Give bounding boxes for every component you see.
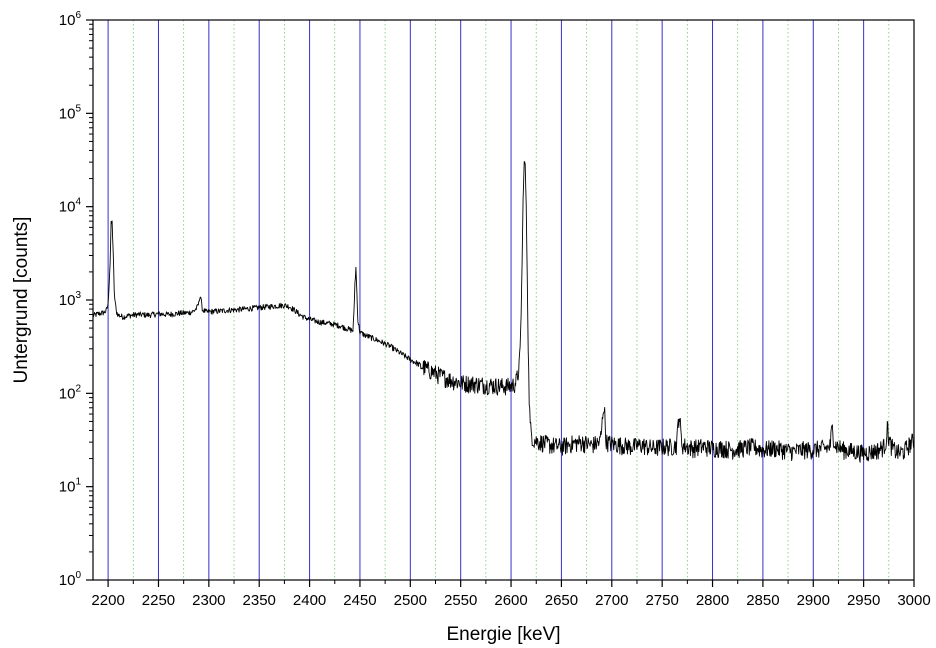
x-axis-title: Energie [keV] (446, 624, 560, 645)
x-tick-label: 2200 (91, 592, 124, 609)
x-tick-label: 2800 (696, 592, 729, 609)
x-tick-label: 2850 (746, 592, 779, 609)
y-tick-base: 10 (59, 385, 76, 402)
x-tick-label: 2750 (645, 592, 678, 609)
x-axis-ticks (107, 580, 915, 587)
y-tick-label: 100 (59, 570, 82, 589)
x-tick-label: 3000 (897, 592, 930, 609)
minor-gridlines (132, 20, 890, 580)
y-tick-label: 103 (59, 290, 82, 309)
y-tick-base: 10 (59, 105, 76, 122)
y-tick-base: 10 (59, 12, 76, 29)
x-tick-label: 2250 (142, 592, 175, 609)
x-tick-label: 2400 (293, 592, 326, 609)
x-tick-label: 2900 (797, 592, 830, 609)
y-tick-exponent: 4 (75, 197, 81, 208)
x-tick-label: 2550 (444, 592, 477, 609)
y-tick-exponent: 6 (75, 10, 81, 21)
x-tick-label: 2950 (847, 592, 880, 609)
y-tick-label: 104 (59, 197, 82, 216)
y-tick-base: 10 (59, 199, 76, 216)
y-tick-exponent: 2 (75, 383, 81, 394)
x-tick-label: 2500 (394, 592, 427, 609)
x-tick-label: 2700 (595, 592, 628, 609)
y-tick-base: 10 (59, 479, 76, 496)
y-tick-base: 10 (59, 572, 76, 589)
y-tick-label: 106 (59, 10, 82, 29)
y-tick-exponent: 1 (75, 477, 81, 488)
x-tick-label: 2300 (192, 592, 225, 609)
y-axis-ticks (86, 19, 93, 581)
y-tick-label: 101 (59, 477, 82, 496)
y-tick-exponent: 3 (75, 290, 81, 301)
y-tick-exponent: 0 (75, 570, 81, 581)
y-tick-label: 102 (59, 383, 82, 402)
x-tick-label: 2350 (243, 592, 276, 609)
y-tick-label: 105 (59, 103, 82, 122)
y-axis-title: Untergrund [counts] (11, 217, 32, 384)
series-line (92, 161, 915, 463)
plot-frame (92, 19, 915, 581)
x-axis-tick-labels: 2200 2250 2300 2350 2400 2450 2500 2550 2600 2650… (91, 592, 930, 609)
x-tick-label: 2450 (343, 592, 376, 609)
y-tick-base: 10 (59, 292, 76, 309)
y-tick-exponent: 5 (75, 103, 81, 114)
x-tick-label: 2600 (494, 592, 527, 609)
x-tick-label: 2650 (545, 592, 578, 609)
